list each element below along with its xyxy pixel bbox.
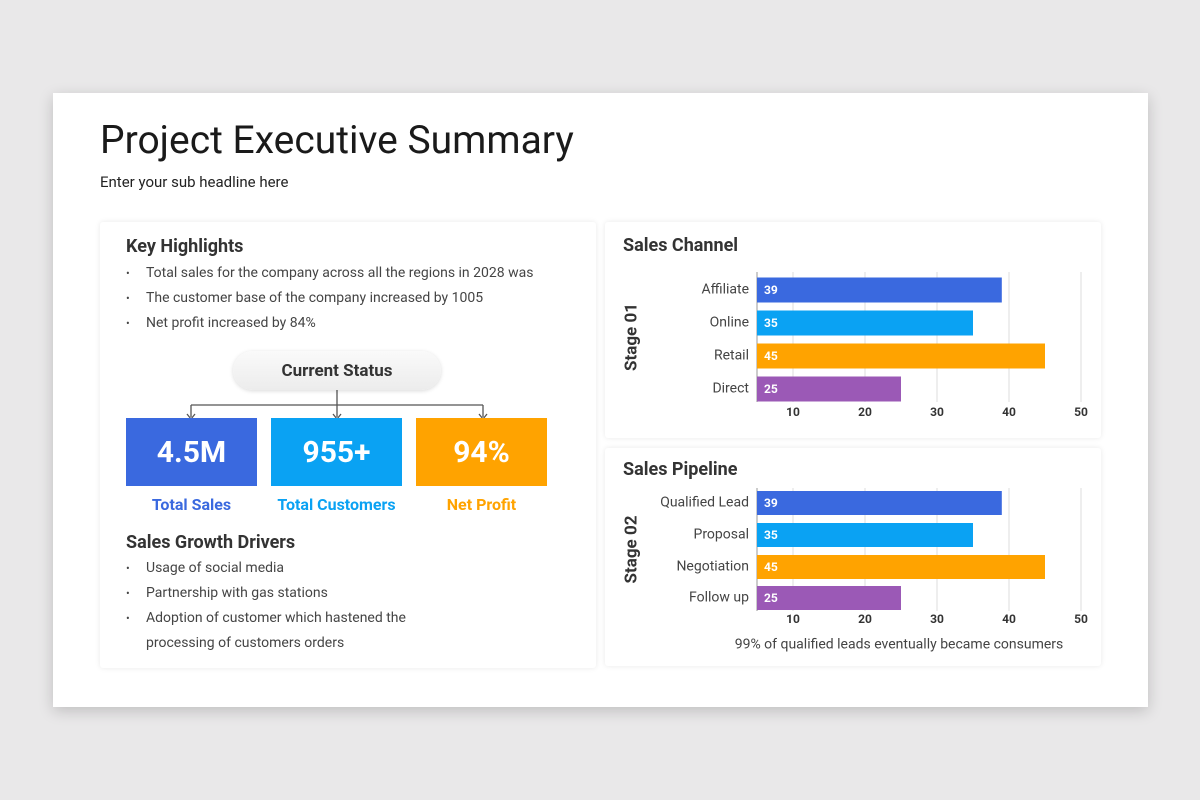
chart: Sales Pipeline Stage 02 10 20 30 40 50 Qualifie… xyxy=(621,459,1088,653)
kpi-label: Total Customers xyxy=(277,495,396,514)
bar xyxy=(757,376,901,402)
x-tick-label: 20 xyxy=(858,612,872,626)
slide: Project Executive Summary Enter your sub… xyxy=(53,93,1148,707)
y-tick-label: Follow up xyxy=(689,590,749,606)
y-tick-label: Negotiation xyxy=(676,559,749,575)
chart-card: Sales Channel Stage 01 10 20 30 40 50 Affiliate… xyxy=(605,222,1101,438)
kpi-box: 4.5M xyxy=(126,418,257,486)
subtitle: Enter your sub headline here xyxy=(100,173,289,191)
status-title: Current Status xyxy=(233,351,441,390)
highlights-list: Total sales for the company across all t… xyxy=(126,261,576,336)
bar xyxy=(757,555,1045,579)
y-tick-label: Retail xyxy=(714,348,749,364)
kpi-box: 94% xyxy=(416,418,547,486)
data-label: 45 xyxy=(764,349,778,363)
left-card: Key Highlights Total sales for the compa… xyxy=(100,222,596,668)
data-label: 35 xyxy=(764,316,778,330)
y-tick-label: Affiliate xyxy=(701,282,749,298)
drivers-title: Sales Growth Drivers xyxy=(126,532,296,553)
x-tick-label: 10 xyxy=(786,612,800,626)
bar xyxy=(757,523,973,547)
bullet-item: Usage of social media xyxy=(126,556,426,581)
data-label: 45 xyxy=(764,560,778,574)
bullet-item: Partnership with gas stations xyxy=(126,581,426,606)
chart-title: Sales Channel xyxy=(623,235,738,256)
chart-title: Sales Pipeline xyxy=(623,459,738,480)
x-tick-label: 30 xyxy=(930,405,944,419)
kpi-label: Total Sales xyxy=(151,495,232,514)
bar xyxy=(757,310,973,336)
data-label: 25 xyxy=(764,591,778,605)
y-tick-label: Proposal xyxy=(693,527,749,543)
chart: Sales Channel Stage 01 10 20 30 40 50 Affiliate… xyxy=(621,235,1088,419)
drivers-list: Usage of social mediaPartnership with ga… xyxy=(126,556,426,656)
bullet-item: The customer base of the company increas… xyxy=(126,286,576,311)
x-tick-label: 40 xyxy=(1002,612,1016,626)
bar xyxy=(757,277,1002,303)
kpi-label: Net Profit xyxy=(446,495,517,514)
x-tick-label: 50 xyxy=(1074,612,1088,626)
y-tick-label: Direct xyxy=(712,381,749,397)
x-tick-label: 30 xyxy=(930,612,944,626)
group-label: Stage 02 xyxy=(621,515,641,583)
x-tick-label: 40 xyxy=(1002,405,1016,419)
group-label: Stage 01 xyxy=(621,303,641,371)
chart-note: 99% of qualified leads eventually became… xyxy=(735,637,1064,653)
title: Project Executive Summary xyxy=(100,117,574,163)
data-label: 39 xyxy=(764,283,778,297)
bar xyxy=(757,491,1002,515)
bar xyxy=(757,343,1045,369)
connectors xyxy=(186,390,488,421)
bullet-item: Adoption of customer which hastened the … xyxy=(126,606,426,656)
y-tick-label: Qualified Lead xyxy=(660,495,749,511)
data-label: 35 xyxy=(764,528,778,542)
x-tick-label: 50 xyxy=(1074,405,1088,419)
bar xyxy=(757,586,901,610)
x-tick-label: 10 xyxy=(786,405,800,419)
x-tick-label: 20 xyxy=(858,405,872,419)
chart-card: Sales Pipeline Stage 02 10 20 30 40 50 Qualifie… xyxy=(605,448,1101,666)
data-label: 39 xyxy=(764,496,778,510)
bullet-item: Net profit increased by 84% xyxy=(126,311,576,336)
highlights-title: Key Highlights xyxy=(126,236,244,257)
bullet-item: Total sales for the company across all t… xyxy=(126,261,576,286)
data-label: 25 xyxy=(764,382,778,396)
kpi-box: 955+ xyxy=(271,418,402,486)
y-tick-label: Online xyxy=(710,315,749,331)
